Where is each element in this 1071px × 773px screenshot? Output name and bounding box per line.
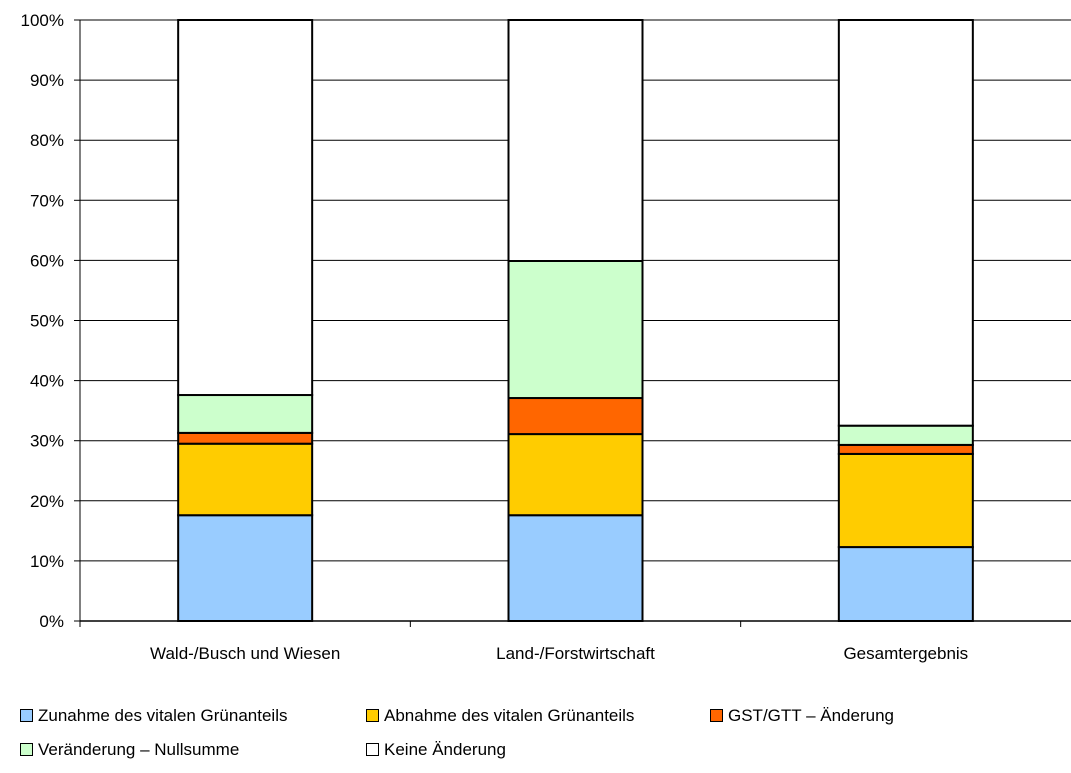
stacked-bar-chart: 0% 10% 20% 30% 40% 50% 60% 70% 80% 90% 100% Wald-/… <box>21 11 1071 663</box>
bar-segment <box>507 433 644 517</box>
y-tick-label: 30% <box>30 432 64 451</box>
y-tick-label: 80% <box>30 131 64 150</box>
bars <box>177 19 974 623</box>
y-tick-label: 10% <box>30 552 64 571</box>
legend-item-abnahme: Abnahme des vitalen Grünanteils <box>366 705 634 727</box>
legend-row-1: Zunahme des vitalen Grünanteils Abnahme … <box>20 705 1060 739</box>
legend-item-zunahme: Zunahme des vitalen Grünanteils <box>20 705 287 727</box>
legend-item-gst-gtt: GST/GTT – Änderung <box>710 705 894 727</box>
legend-row-2: Veränderung – Nullsumme Keine Änderung <box>20 739 1060 773</box>
y-tick-label: 20% <box>30 492 64 511</box>
bar-segment <box>177 394 314 434</box>
y-tick-label: 70% <box>30 191 64 210</box>
legend-swatch-keine-aenderung <box>366 742 379 756</box>
bar-segment <box>837 19 974 427</box>
legend-label-abnahme: Abnahme des vitalen Grünanteils <box>384 706 635 725</box>
bar-segment <box>507 19 644 263</box>
bar-segment <box>837 424 974 446</box>
bar-segment <box>837 443 974 455</box>
bar-segment <box>837 452 974 549</box>
x-category-label: Land-/Forstwirtschaft <box>496 644 655 663</box>
legend-swatch-gst-gtt <box>710 708 723 722</box>
legend-item-nullsumme: Veränderung – Nullsumme <box>20 739 239 761</box>
y-tick-label: 100% <box>21 11 64 30</box>
x-category-label: Wald-/Busch und Wiesen <box>150 644 340 663</box>
y-axis-tick-labels: 0% 10% 20% 30% 40% 50% 60% 70% 80% 90% 100% <box>21 11 64 631</box>
legend: Zunahme des vitalen Grünanteils Abnahme … <box>20 705 1060 773</box>
y-tick-label: 60% <box>30 251 64 270</box>
bar-segment <box>507 514 644 622</box>
legend-swatch-abnahme <box>366 708 379 722</box>
bar-segment <box>177 514 314 622</box>
y-tick-label: 50% <box>30 312 64 331</box>
y-tick-label: 90% <box>30 71 64 90</box>
bar-segment <box>507 397 644 436</box>
bar-segment <box>177 431 314 445</box>
legend-label-gst-gtt: GST/GTT – Änderung <box>728 706 894 725</box>
legend-label-zunahme: Zunahme des vitalen Grünanteils <box>38 706 288 725</box>
bar-segment <box>507 260 644 400</box>
legend-swatch-nullsumme <box>20 742 33 756</box>
bar-segment <box>177 19 314 397</box>
bar-segment <box>177 442 314 517</box>
y-tick-label: 40% <box>30 372 64 391</box>
legend-label-nullsumme: Veränderung – Nullsumme <box>38 740 240 759</box>
legend-label-keine-aenderung: Keine Änderung <box>384 740 506 759</box>
legend-item-keine-aenderung: Keine Änderung <box>366 739 506 761</box>
x-axis-category-labels: Wald-/Busch und Wiesen Land-/Forstwirtsch… <box>150 644 968 663</box>
x-category-label: Gesamtergebnis <box>843 644 968 663</box>
bar-segment <box>837 546 974 623</box>
legend-swatch-zunahme <box>20 708 33 722</box>
y-tick-label: 0% <box>39 612 64 631</box>
axes <box>74 19 1071 627</box>
